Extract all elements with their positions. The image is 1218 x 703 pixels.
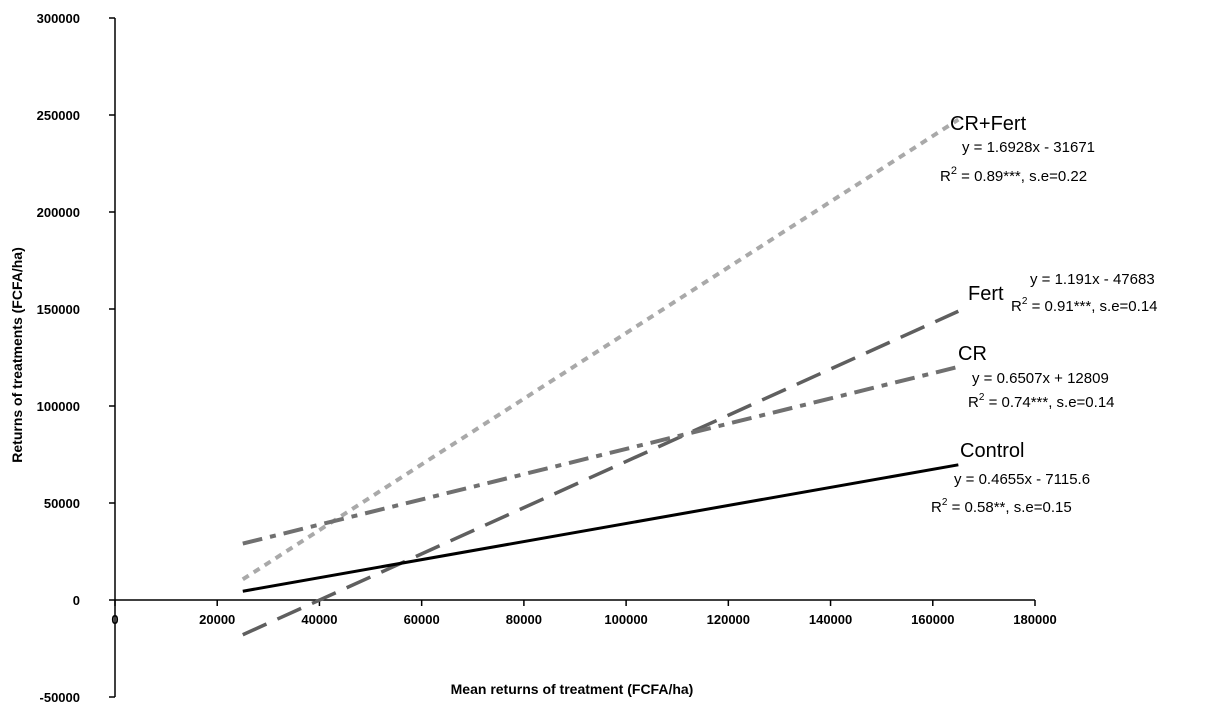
y-tick-label: 100000 (37, 399, 80, 414)
equation-cr-fert: y = 1.6928x - 31671 (962, 139, 1095, 156)
y-tick-label: 200000 (37, 205, 80, 220)
y-tick-label: 0 (73, 593, 80, 608)
series-label-fert: Fert (968, 283, 1004, 305)
y-tick-label: 250000 (37, 108, 80, 123)
y-tick-label: 50000 (44, 496, 80, 511)
x-tick-label: 140000 (809, 612, 852, 627)
series-label-control: Control (960, 440, 1024, 462)
equation-cr: y = 0.6507x + 12809 (972, 370, 1109, 387)
x-tick-label: 180000 (1013, 612, 1056, 627)
y-tick-label: 150000 (37, 302, 80, 317)
x-tick-label: 120000 (707, 612, 750, 627)
x-tick-label: 160000 (911, 612, 954, 627)
r-squared-fert: R2 = 0.91***, s.e=0.14 (1011, 296, 1158, 315)
r-squared-cr: R2 = 0.74***, s.e=0.14 (968, 392, 1115, 411)
r-squared-cr-fert: R2 = 0.89***, s.e=0.22 (940, 165, 1087, 185)
x-tick-label: 20000 (199, 612, 235, 627)
equation-control: y = 0.4655x - 7115.6 (954, 471, 1090, 488)
x-tick-label: 100000 (604, 612, 647, 627)
y-tick-label: 300000 (37, 11, 80, 26)
y-tick-label: -50000 (40, 690, 80, 703)
x-axis-title: Mean returns of treatment (FCFA/ha) (451, 681, 694, 697)
series-line-fert (242, 309, 960, 637)
series-lines (241, 117, 960, 637)
series-line-control (242, 463, 959, 593)
series-line-cr-fert (241, 117, 960, 582)
equation-fert: y = 1.191x - 47683 (1030, 271, 1155, 288)
x-tick-label: 80000 (506, 612, 542, 627)
annotations: CR+Fert y = 1.6928x - 31671 R2 = 0.89***, … (931, 113, 1158, 516)
x-tick-label: 0 (111, 612, 118, 627)
series-label-cr: CR (958, 343, 987, 365)
axes: -500000500001000001500002000002500003000… (37, 11, 1057, 703)
series-line-cr (242, 364, 959, 546)
r-squared-control: R2 = 0.58**, s.e=0.15 (931, 497, 1072, 516)
y-axis-title: Returns of treatments (FCFA/ha) (9, 247, 25, 462)
x-tick-label: 40000 (301, 612, 337, 627)
series-label-cr-fert: CR+Fert (950, 113, 1027, 135)
x-tick-label: 60000 (404, 612, 440, 627)
